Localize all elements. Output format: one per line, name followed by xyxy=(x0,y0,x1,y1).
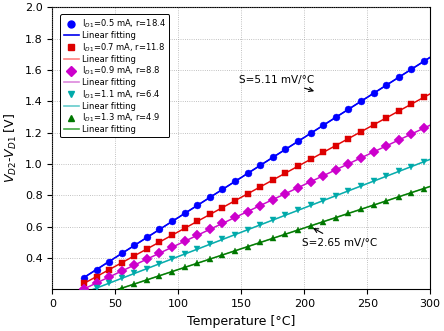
X-axis label: Temperature [°C]: Temperature [°C] xyxy=(187,315,296,328)
Legend: I$_{D1}$=0.5 mA, r=18.4, Linear fitting, I$_{D1}$=0.7 mA, r=11.8, Linear fitting: I$_{D1}$=0.5 mA, r=18.4, Linear fitting,… xyxy=(60,14,169,137)
Text: S=2.65 mV/°C: S=2.65 mV/°C xyxy=(302,229,377,248)
Y-axis label: $V_{D2}$-$V_{D1}$ [V]: $V_{D2}$-$V_{D1}$ [V] xyxy=(4,113,20,183)
Text: S=5.11 mV/°C: S=5.11 mV/°C xyxy=(239,74,314,92)
